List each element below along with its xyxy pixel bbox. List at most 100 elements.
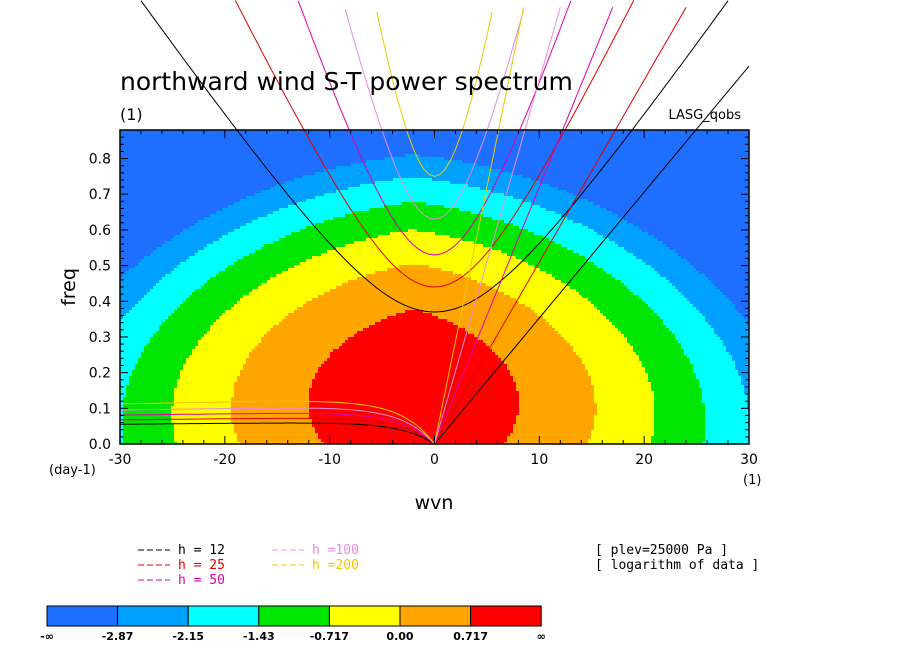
heatmap-cell bbox=[123, 397, 127, 401]
heatmap-cell bbox=[150, 148, 154, 152]
heatmap-cell bbox=[135, 235, 139, 239]
heatmap-cell bbox=[159, 169, 163, 173]
heatmap-cell bbox=[162, 361, 166, 365]
heatmap-cell bbox=[156, 226, 160, 230]
heatmap-cell bbox=[144, 262, 148, 266]
heatmap-cell bbox=[153, 397, 157, 401]
heatmap-cell bbox=[135, 256, 139, 260]
heatmap-cell bbox=[132, 157, 136, 161]
heatmap-cell bbox=[153, 331, 157, 335]
heatmap-cell bbox=[165, 436, 169, 440]
heatmap-cell bbox=[144, 250, 148, 254]
heatmap-cell bbox=[141, 136, 145, 140]
heatmap-cell bbox=[147, 217, 151, 221]
heatmap-cell bbox=[159, 349, 163, 353]
heatmap-cell bbox=[159, 361, 163, 365]
heatmap-cell bbox=[162, 229, 166, 233]
heatmap-cell bbox=[162, 175, 166, 179]
heatmap-cell bbox=[141, 169, 145, 173]
heatmap-cell bbox=[153, 367, 157, 371]
heatmap-cell bbox=[156, 196, 160, 200]
heatmap-cell bbox=[126, 202, 130, 206]
heatmap-cell bbox=[138, 301, 142, 305]
heatmap-cell bbox=[168, 190, 172, 194]
heatmap-cell bbox=[153, 220, 157, 224]
heatmap-cell bbox=[129, 163, 133, 167]
heatmap-cell bbox=[153, 427, 157, 431]
heatmap-cell bbox=[147, 325, 151, 329]
heatmap-cell bbox=[126, 193, 130, 197]
heatmap-cell bbox=[141, 220, 145, 224]
heatmap-cell bbox=[165, 298, 169, 302]
heatmap-cell bbox=[135, 208, 139, 212]
heatmap-cell bbox=[135, 367, 139, 371]
heatmap-cell bbox=[165, 397, 169, 401]
heatmap-cell bbox=[147, 223, 151, 227]
heatmap-cell bbox=[150, 166, 154, 170]
heatmap-cell bbox=[144, 436, 148, 440]
heatmap-cell bbox=[150, 346, 154, 350]
heatmap-cell bbox=[156, 160, 160, 164]
heatmap-cell bbox=[126, 244, 130, 248]
heatmap-cell bbox=[165, 232, 169, 236]
heatmap-cell bbox=[165, 373, 169, 377]
heatmap-cell bbox=[144, 430, 148, 434]
heatmap-cell bbox=[135, 139, 139, 143]
heatmap-cell bbox=[129, 352, 133, 356]
heatmap-cell bbox=[153, 235, 157, 239]
heatmap-cell bbox=[159, 196, 163, 200]
heatmap-cell bbox=[123, 430, 127, 434]
heatmap-cell bbox=[165, 346, 169, 350]
heatmap-cell bbox=[153, 268, 157, 272]
heatmap-cell bbox=[123, 289, 127, 293]
heatmap-cell bbox=[138, 292, 142, 296]
heatmap-cell bbox=[123, 232, 127, 236]
heatmap-cell bbox=[138, 139, 142, 143]
heatmap-cell bbox=[144, 223, 148, 227]
heatmap-cell bbox=[132, 169, 136, 173]
heatmap-cell bbox=[144, 154, 148, 158]
heatmap-cell bbox=[141, 187, 145, 191]
heatmap-cell bbox=[153, 361, 157, 365]
heatmap-cell bbox=[144, 268, 148, 272]
heatmap-cell bbox=[141, 265, 145, 269]
heatmap-cell bbox=[126, 199, 130, 203]
heatmap-cell bbox=[153, 250, 157, 254]
heatmap-cell bbox=[126, 241, 130, 245]
heatmap-cell bbox=[150, 151, 154, 155]
heatmap-cell bbox=[144, 415, 148, 419]
heatmap-cell bbox=[153, 157, 157, 161]
heatmap-cell bbox=[153, 205, 157, 209]
heatmap-cell bbox=[156, 328, 160, 332]
heatmap-cell bbox=[129, 187, 133, 191]
heatmap-cell bbox=[156, 406, 160, 410]
heatmap-cell bbox=[135, 232, 139, 236]
heatmap-cell bbox=[165, 208, 169, 212]
heatmap-cell bbox=[126, 226, 130, 230]
heatmap-cell bbox=[126, 337, 130, 341]
heatmap-cell bbox=[165, 334, 169, 338]
heatmap-cell bbox=[159, 235, 163, 239]
heatmap-cell bbox=[159, 313, 163, 317]
heatmap-cell bbox=[132, 286, 136, 290]
heatmap-cell bbox=[132, 232, 136, 236]
heatmap-cell bbox=[138, 274, 142, 278]
heatmap-cell bbox=[156, 364, 160, 368]
heatmap-cell bbox=[153, 337, 157, 341]
heatmap-cell bbox=[162, 319, 166, 323]
heatmap-cell bbox=[165, 292, 169, 296]
heatmap-cell bbox=[150, 388, 154, 392]
heatmap-cell bbox=[156, 430, 160, 434]
heatmap-cell bbox=[144, 364, 148, 368]
heatmap-cell bbox=[165, 151, 169, 155]
heatmap-cell bbox=[150, 424, 154, 428]
heatmap-cell bbox=[150, 298, 154, 302]
heatmap-cell bbox=[126, 322, 130, 326]
heatmap-cell bbox=[126, 253, 130, 257]
heatmap-cell bbox=[144, 190, 148, 194]
heatmap-cell bbox=[153, 238, 157, 242]
heatmap-cell bbox=[147, 367, 151, 371]
heatmap-cell bbox=[150, 184, 154, 188]
heatmap-cell bbox=[165, 433, 169, 437]
heatmap-cell bbox=[159, 415, 163, 419]
